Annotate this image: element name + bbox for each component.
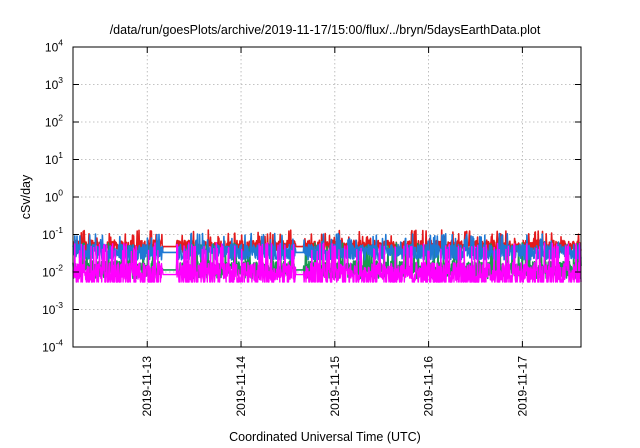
x-tick-label: 2019-11-17 <box>515 356 529 417</box>
y-tick-label: 10-1 <box>42 225 63 242</box>
y-tick-label: 10-3 <box>42 300 63 317</box>
y-tick-label: 104 <box>45 38 63 55</box>
x-axis-label: Coordinated Universal Time (UTC) <box>229 430 421 444</box>
x-axis: 2019-11-13 2019-11-14 2019-11-15 2019-11-16… <box>140 47 529 417</box>
series-layer <box>72 229 582 283</box>
y-axis-label: cSv/day <box>19 174 33 219</box>
grid <box>73 47 581 347</box>
x-tick-label: 2019-11-16 <box>422 356 436 417</box>
series-line <box>72 242 582 283</box>
y-tick-label: 103 <box>45 75 63 92</box>
y-tick-label: 10-2 <box>42 263 63 280</box>
y-axis: 104 103 102 101 100 10-1 10-2 10-3 10-4 <box>42 38 581 355</box>
y-tick-label: 10-4 <box>42 338 63 355</box>
y-tick-label: 101 <box>45 150 63 167</box>
chart-title: /data/run/goesPlots/archive/2019-11-17/1… <box>110 23 541 37</box>
y-tick-label: 100 <box>45 188 63 205</box>
x-tick-label: 2019-11-13 <box>140 356 154 417</box>
y-tick-label: 102 <box>45 113 63 130</box>
x-tick-label: 2019-11-15 <box>328 356 342 417</box>
x-tick-label: 2019-11-14 <box>234 356 248 417</box>
